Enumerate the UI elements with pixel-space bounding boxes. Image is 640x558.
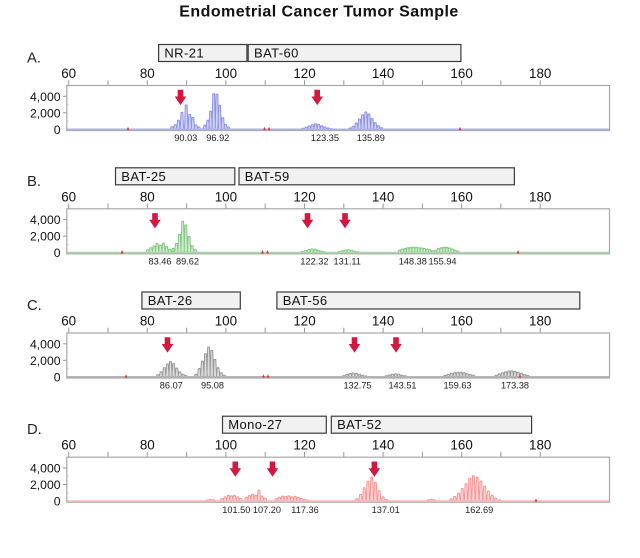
svg-text:2,000: 2,000 [30,354,61,368]
svg-text:107.20: 107.20 [253,505,281,515]
svg-text:140: 140 [372,66,394,81]
svg-text:90.03: 90.03 [174,133,197,143]
svg-text:0: 0 [54,370,61,384]
svg-text:BAT-59: BAT-59 [245,169,290,184]
svg-text:80: 80 [140,66,155,81]
svg-text:143.51: 143.51 [388,381,416,391]
svg-text:101.50: 101.50 [222,505,250,515]
svg-text:148.38: 148.38 [399,256,427,266]
svg-text:180: 180 [529,66,551,81]
svg-text:173.38: 173.38 [501,381,529,391]
svg-text:A.: A. [27,51,41,67]
svg-text:140: 140 [372,438,394,453]
svg-text:160: 160 [450,66,472,81]
svg-text:Mono-27: Mono-27 [228,417,282,432]
svg-text:120: 120 [293,189,315,204]
svg-text:NR-21: NR-21 [164,46,204,61]
svg-text:131.11: 131.11 [333,256,360,266]
svg-text:2,000: 2,000 [30,478,61,492]
svg-text:117.36: 117.36 [291,505,318,515]
svg-text:159.63: 159.63 [443,381,471,391]
svg-text:2,000: 2,000 [30,106,61,120]
svg-text:120: 120 [293,314,315,329]
svg-text:100: 100 [215,438,237,453]
svg-text:160: 160 [450,438,472,453]
svg-text:122.32: 122.32 [300,256,328,266]
svg-text:140: 140 [372,314,394,329]
svg-text:BAT-56: BAT-56 [283,293,328,308]
svg-text:60: 60 [61,189,76,204]
svg-text:180: 180 [529,314,551,329]
svg-text:100: 100 [215,189,237,204]
svg-text:137.01: 137.01 [372,505,400,515]
svg-text:86.07: 86.07 [160,381,183,391]
svg-text:162.69: 162.69 [465,505,493,515]
svg-text:80: 80 [140,314,155,329]
svg-text:83.46: 83.46 [149,256,172,266]
svg-text:4,000: 4,000 [30,337,61,351]
svg-text:4,000: 4,000 [30,213,61,227]
svg-text:60: 60 [61,66,76,81]
svg-text:155.94: 155.94 [428,256,456,266]
svg-text:0: 0 [54,246,61,260]
svg-text:100: 100 [215,66,237,81]
svg-text:180: 180 [529,189,551,204]
svg-text:60: 60 [61,438,76,453]
svg-text:4,000: 4,000 [30,462,61,476]
svg-text:123.35: 123.35 [311,133,339,143]
svg-text:160: 160 [450,314,472,329]
svg-text:2,000: 2,000 [30,230,61,244]
svg-text:80: 80 [140,189,155,204]
svg-text:BAT-60: BAT-60 [254,46,299,61]
svg-text:Endometrial Cancer Tumor Sampl: Endometrial Cancer Tumor Sample [179,4,459,21]
svg-text:140: 140 [372,189,394,204]
svg-text:120: 120 [293,66,315,81]
svg-text:135.89: 135.89 [357,133,385,143]
svg-text:C.: C. [27,298,42,314]
svg-text:100: 100 [215,314,237,329]
svg-text:160: 160 [450,189,472,204]
svg-text:D.: D. [27,422,42,438]
svg-text:180: 180 [529,438,551,453]
svg-text:BAT-26: BAT-26 [148,293,193,308]
svg-text:0: 0 [54,123,61,137]
svg-text:80: 80 [140,438,155,453]
svg-text:B.: B. [27,174,41,190]
svg-text:0: 0 [54,495,61,509]
svg-text:BAT-52: BAT-52 [337,417,382,432]
svg-text:120: 120 [293,438,315,453]
svg-text:96.92: 96.92 [206,133,229,143]
svg-text:132.75: 132.75 [343,381,371,391]
svg-text:60: 60 [61,314,76,329]
svg-text:4,000: 4,000 [30,90,61,104]
svg-text:95.08: 95.08 [201,381,224,391]
svg-text:BAT-25: BAT-25 [121,169,166,184]
svg-text:89.62: 89.62 [176,256,199,266]
